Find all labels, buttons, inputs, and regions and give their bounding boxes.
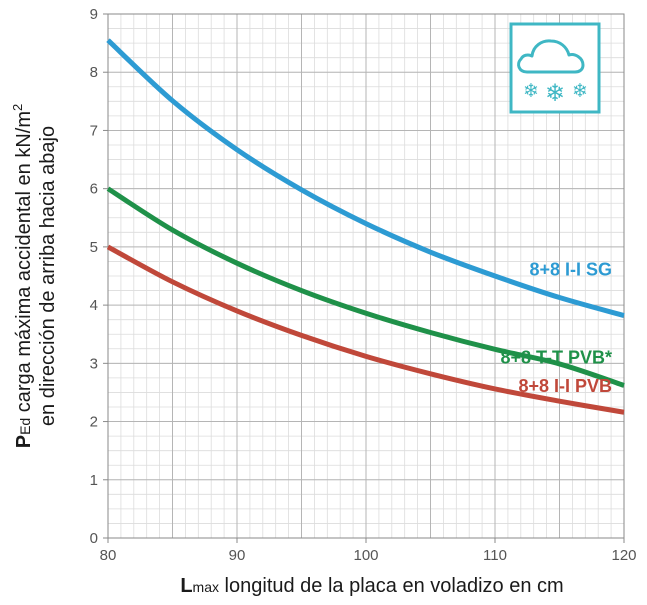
x-tick-label: 90 bbox=[229, 547, 246, 564]
series-label: 8+8 I-I SG bbox=[529, 260, 612, 280]
cloud-shape bbox=[517, 39, 585, 74]
series-line bbox=[106, 244, 625, 415]
x-axis-title-rest: longitud de la placa en voladizo en cm bbox=[219, 575, 564, 597]
y-axis-title-line2: en dirección de arriba hacia abajo bbox=[37, 126, 59, 426]
series-line bbox=[106, 186, 625, 388]
y-tick-label: 5 bbox=[90, 239, 98, 256]
y-axis-title-sup: 2 bbox=[10, 104, 25, 111]
y-tick-label: 1 bbox=[90, 472, 98, 489]
y-tick-label: 4 bbox=[90, 297, 98, 314]
snow-cloud-icon: ❄ ❄ ❄ bbox=[509, 22, 601, 114]
y-axis-title-line1: PEd carga máxima accidental en kN/m2 bbox=[10, 104, 35, 449]
y-axis-title-sub: Ed bbox=[17, 418, 33, 435]
snowflake-icon: ❄ bbox=[523, 81, 539, 102]
y-tick-label: 7 bbox=[90, 122, 98, 139]
x-tick-labels: 80 90 100 110 120 bbox=[100, 538, 637, 564]
y-tick-label: 3 bbox=[90, 355, 98, 372]
y-tick-label: 6 bbox=[90, 181, 98, 198]
series-label: 8+8 I-I PVB bbox=[518, 376, 612, 396]
series-lines bbox=[106, 38, 625, 415]
y-axis-title: PEd carga máxima accidental en kN/m2 en … bbox=[10, 104, 59, 449]
y-tick-labels: 0 1 2 3 4 5 6 7 8 9 bbox=[90, 6, 108, 547]
y-axis-title-rest: carga máxima accidental en kN/m bbox=[13, 111, 35, 418]
x-axis-title-main: L bbox=[180, 575, 192, 597]
y-axis-title-main: P bbox=[13, 435, 35, 448]
series-line bbox=[106, 38, 625, 318]
snow-cloud-icon-frame bbox=[509, 22, 601, 114]
series-label: 8+8 T-T PVB* bbox=[500, 347, 612, 367]
y-tick-label: 8 bbox=[90, 64, 98, 81]
x-tick-label: 100 bbox=[353, 547, 378, 564]
series-labels: 8+8 I-I SG 8+8 T-T PVB* 8+8 I-I PVB bbox=[500, 260, 612, 397]
x-axis-title: Lmax longitud de la placa en voladizo en… bbox=[180, 575, 563, 597]
snowflake-icon: ❄ bbox=[545, 80, 565, 107]
x-tick-label: 80 bbox=[100, 547, 117, 564]
y-tick-label: 2 bbox=[90, 414, 98, 431]
x-tick-label: 110 bbox=[483, 547, 507, 564]
y-tick-label: 0 bbox=[90, 530, 98, 547]
snowflake-icon: ❄ bbox=[572, 81, 588, 102]
x-tick-label: 120 bbox=[611, 547, 636, 564]
y-tick-label: 9 bbox=[90, 6, 98, 23]
x-axis-title-sub: max bbox=[193, 579, 219, 595]
